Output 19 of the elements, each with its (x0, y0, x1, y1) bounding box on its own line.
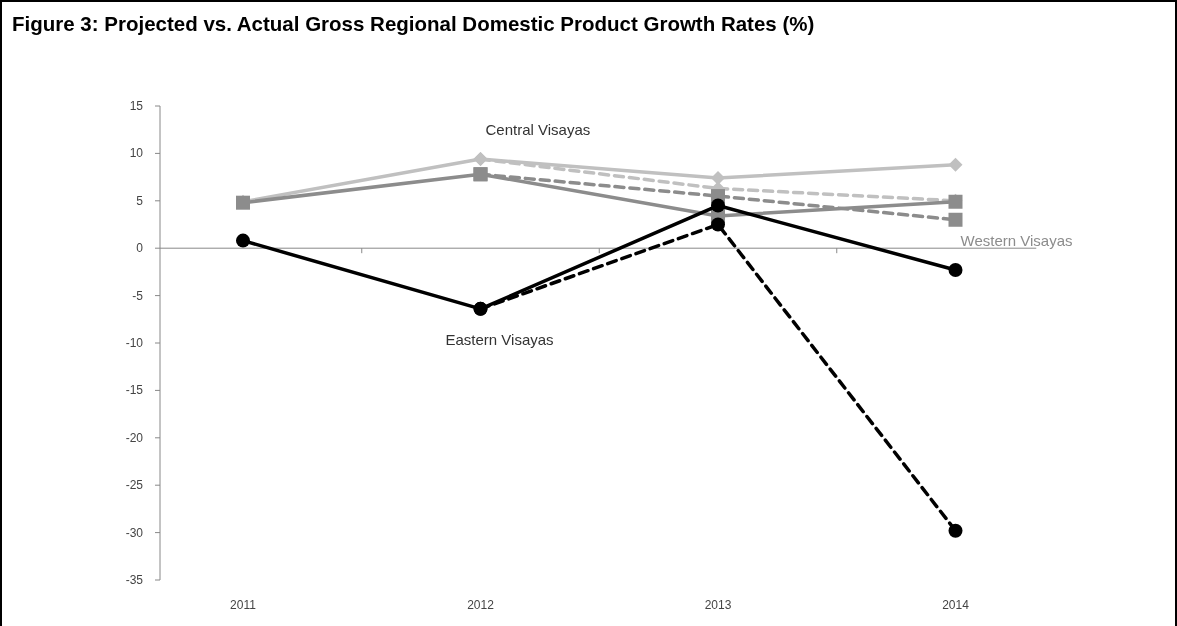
series-label: Eastern Visayas (445, 330, 554, 348)
y-tick-label: 0 (136, 241, 144, 256)
series-label: Western Visayas (960, 231, 1073, 249)
x-tick-label: 2013 (704, 598, 732, 612)
x-tick-label: 2012 (467, 598, 495, 612)
y-tick-label: -35 (125, 573, 144, 587)
x-tick-label: 2014 (942, 598, 970, 612)
series-label: Central Visayas (485, 121, 591, 139)
y-tick-label: -30 (125, 525, 144, 540)
chart-title: Figure 3: Projected vs. Actual Gross Regional Domestic Product Growth Rates (%) (12, 12, 815, 35)
y-tick-label: -15 (125, 383, 144, 398)
y-tick-label: 10 (129, 146, 144, 161)
y-tick-label: -5 (132, 288, 144, 303)
y-tick-label: -10 (125, 336, 144, 350)
y-tick-label: -20 (125, 430, 144, 445)
y-tick-label: 15 (129, 99, 144, 113)
y-tick-label: -25 (125, 478, 144, 493)
y-tick-label: 5 (136, 193, 144, 208)
x-tick-label: 2011 (230, 598, 257, 612)
